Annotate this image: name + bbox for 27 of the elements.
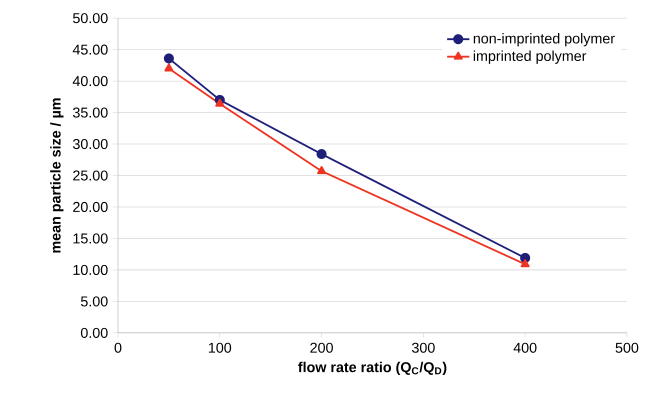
y-tick-label: 30.00 (72, 139, 108, 150)
point (316, 149, 327, 160)
y-tick-label: 5.00 (80, 296, 108, 307)
point (215, 98, 224, 107)
point (317, 166, 326, 174)
y-axis-title: mean particle size / µm (50, 98, 64, 253)
y-tick-label: 20.00 (73, 202, 108, 212)
legend-label: imprinted polymer (474, 50, 586, 64)
x-tick-label: 200 (310, 342, 333, 353)
x-tick-label: 100 (208, 342, 232, 353)
y-tick-label: 25.00 (73, 170, 108, 181)
point (164, 63, 174, 72)
y-tick-label: 45.00 (72, 44, 108, 55)
y-tick-label: 50.00 (72, 13, 108, 24)
x-tick-label: 300 (412, 342, 435, 353)
legend-label: non-imprinted polymer (474, 33, 615, 46)
y-tick-label: 10.00 (74, 264, 108, 276)
y-tick-label: 40.00 (72, 76, 108, 86)
x-tick-label: 400 (514, 342, 537, 353)
x-axis-title: flow rate ratio (Q$_{C}$/Q$_{D}$) (298, 362, 446, 376)
point (520, 259, 530, 268)
y-tick-label: 15.00 (74, 233, 108, 244)
x-tick-label: 500 (616, 342, 638, 353)
y-tick-label: 0.00 (80, 328, 108, 338)
point (164, 53, 174, 64)
x-tick-label: 0 (114, 342, 122, 353)
y-tick-label: 35.00 (72, 108, 108, 118)
